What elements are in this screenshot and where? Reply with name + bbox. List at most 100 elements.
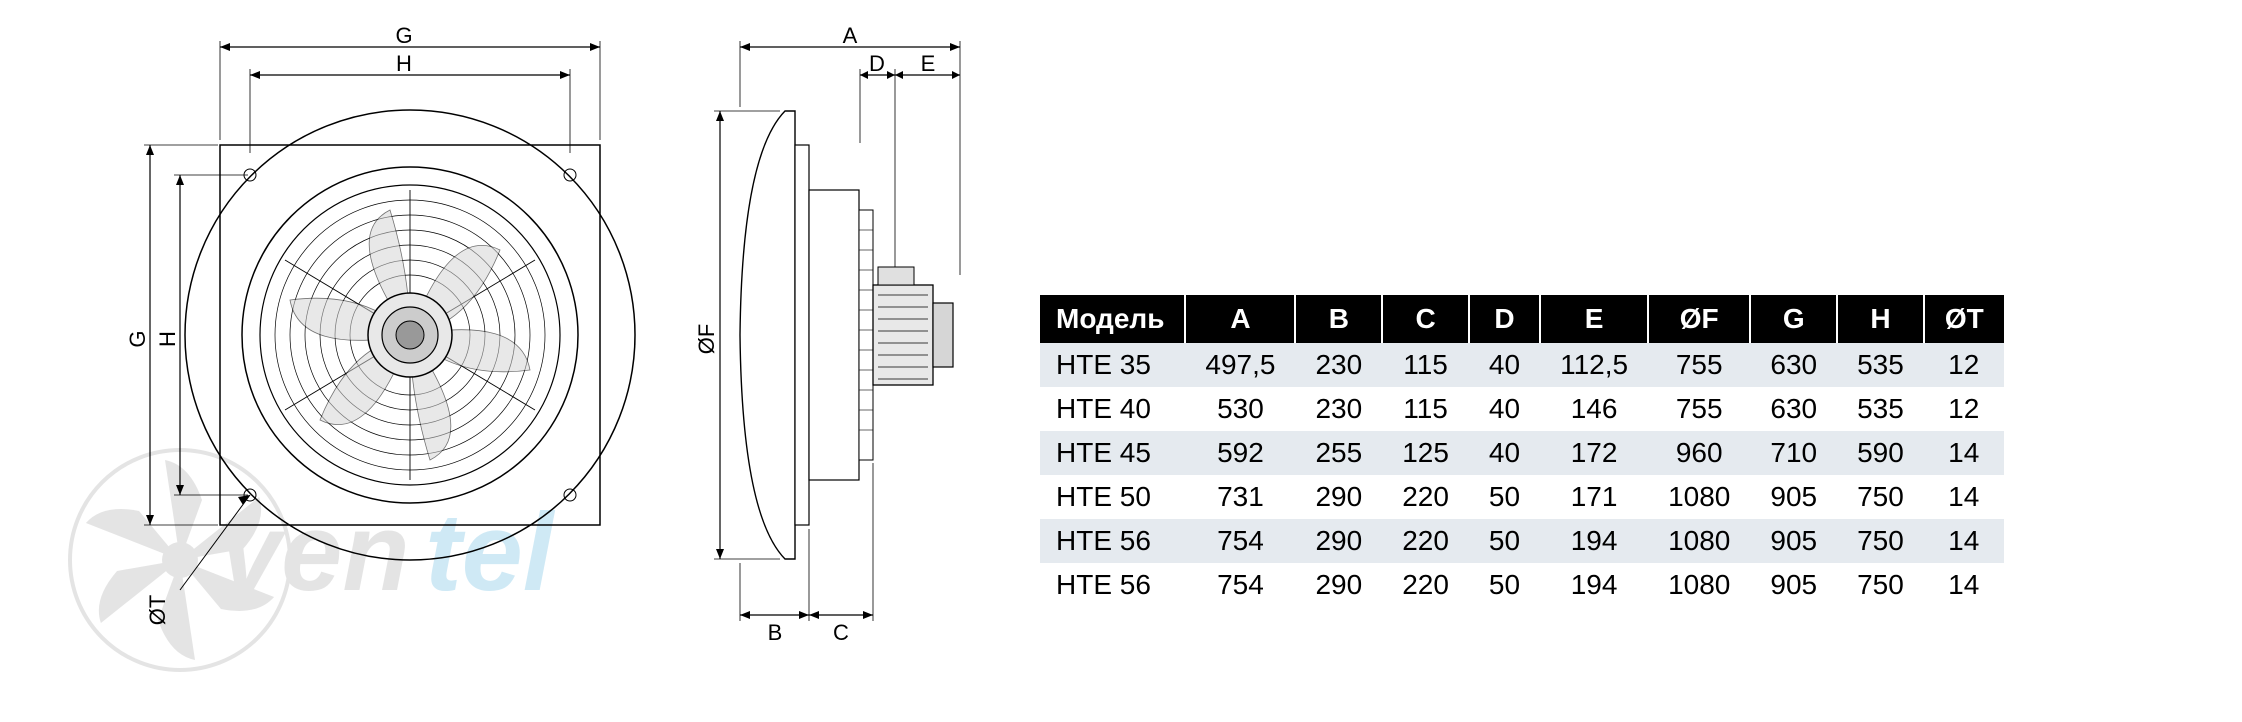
table-cell: 905 xyxy=(1750,519,1837,563)
label-G-left: G xyxy=(125,330,150,347)
table-cell: 230 xyxy=(1295,343,1382,387)
table-cell: 710 xyxy=(1750,431,1837,475)
table-cell: 630 xyxy=(1750,343,1837,387)
table-row: HTE 5073129022050171108090575014 xyxy=(1040,475,2004,519)
table-cell: HTE 56 xyxy=(1040,563,1185,607)
label-A: A xyxy=(843,23,858,48)
col-header: H xyxy=(1837,295,1924,343)
table-cell: 1080 xyxy=(1648,475,1750,519)
table-cell: 194 xyxy=(1540,563,1648,607)
table-cell: 14 xyxy=(1924,563,2004,607)
label-D: D xyxy=(869,51,885,76)
table-cell: 115 xyxy=(1382,387,1469,431)
table-cell: 14 xyxy=(1924,431,2004,475)
motor-body xyxy=(873,285,933,385)
label-C: C xyxy=(833,620,849,645)
table-cell: 960 xyxy=(1648,431,1750,475)
label-H-left: H xyxy=(155,331,180,347)
table-cell: 230 xyxy=(1295,387,1382,431)
cowl xyxy=(740,111,795,559)
table-cell: 115 xyxy=(1382,343,1469,387)
table-body: HTE 35497,523011540112,575563053512HTE 4… xyxy=(1040,343,2004,607)
table-cell: 50 xyxy=(1469,563,1540,607)
dim-E: E xyxy=(895,51,960,79)
table-cell: 590 xyxy=(1837,431,1924,475)
table-cell: 755 xyxy=(1648,343,1750,387)
dim-OT: ØT xyxy=(145,495,250,625)
table-cell: 40 xyxy=(1469,343,1540,387)
table-cell: 40 xyxy=(1469,431,1540,475)
table-cell: HTE 35 xyxy=(1040,343,1185,387)
table-cell: 40 xyxy=(1469,387,1540,431)
table-row: HTE 405302301154014675563053512 xyxy=(1040,387,2004,431)
dim-H-left: H xyxy=(155,175,248,495)
table-cell: 755 xyxy=(1648,387,1750,431)
table-header: МодельABCDEØFGHØT xyxy=(1040,295,2004,343)
table-cell: 50 xyxy=(1469,475,1540,519)
col-header: C xyxy=(1382,295,1469,343)
table-cell: 14 xyxy=(1924,475,2004,519)
dimensions-table: МодельABCDEØFGHØT HTE 35497,523011540112… xyxy=(1040,295,2004,607)
table-cell: HTE 40 xyxy=(1040,387,1185,431)
motor-box xyxy=(878,267,914,285)
table-cell: 172 xyxy=(1540,431,1648,475)
table-cell: 754 xyxy=(1185,563,1295,607)
table-row: HTE 5675429022050194108090575014 xyxy=(1040,563,2004,607)
table-cell: 630 xyxy=(1750,387,1837,431)
table-cell: HTE 45 xyxy=(1040,431,1185,475)
table-cell: 1080 xyxy=(1648,519,1750,563)
table-cell: 754 xyxy=(1185,519,1295,563)
label-B: B xyxy=(768,620,783,645)
table-cell: 12 xyxy=(1924,343,2004,387)
front-view-drawing: G H xyxy=(110,35,660,675)
table-cell: 255 xyxy=(1295,431,1382,475)
dim-C: C xyxy=(809,463,873,645)
table-cell: 146 xyxy=(1540,387,1648,431)
table-cell: 905 xyxy=(1750,563,1837,607)
table-cell: 50 xyxy=(1469,519,1540,563)
col-header: ØF xyxy=(1648,295,1750,343)
page-container: ven tel G xyxy=(0,0,2242,722)
table-cell: 530 xyxy=(1185,387,1295,431)
table-cell: 220 xyxy=(1382,519,1469,563)
diagram-area: ven tel G xyxy=(0,0,1000,722)
dimensions-table-area: МодельABCDEØFGHØT HTE 35497,523011540112… xyxy=(1040,295,2004,607)
table-cell: HTE 50 xyxy=(1040,475,1185,519)
table-cell: 220 xyxy=(1382,563,1469,607)
table-cell: 1080 xyxy=(1648,563,1750,607)
table-cell: 750 xyxy=(1837,563,1924,607)
table-cell: 12 xyxy=(1924,387,2004,431)
label-G-top: G xyxy=(395,23,412,48)
table-row: HTE 35497,523011540112,575563053512 xyxy=(1040,343,2004,387)
table-cell: 194 xyxy=(1540,519,1648,563)
col-header: Модель xyxy=(1040,295,1185,343)
table-row: HTE 5675429022050194108090575014 xyxy=(1040,519,2004,563)
hub-inner xyxy=(396,321,424,349)
col-header: B xyxy=(1295,295,1382,343)
label-E: E xyxy=(921,51,936,76)
col-header: G xyxy=(1750,295,1837,343)
col-header: A xyxy=(1185,295,1295,343)
col-header: ØT xyxy=(1924,295,2004,343)
plate-edge xyxy=(795,145,809,525)
table-cell: HTE 56 xyxy=(1040,519,1185,563)
grille-side xyxy=(859,210,873,460)
table-cell: 14 xyxy=(1924,519,2004,563)
label-H-top: H xyxy=(396,51,412,76)
table-cell: 592 xyxy=(1185,431,1295,475)
label-OT: ØT xyxy=(145,595,170,626)
motor-cap xyxy=(933,303,953,367)
col-header: D xyxy=(1469,295,1540,343)
col-header: E xyxy=(1540,295,1648,343)
table-cell: 220 xyxy=(1382,475,1469,519)
table-cell: 290 xyxy=(1295,563,1382,607)
table-cell: 905 xyxy=(1750,475,1837,519)
table-cell: 290 xyxy=(1295,519,1382,563)
side-view-drawing: A D E xyxy=(700,35,1000,675)
dim-H-top: H xyxy=(250,51,570,153)
table-row: HTE 455922551254017296071059014 xyxy=(1040,431,2004,475)
table-cell: 535 xyxy=(1837,343,1924,387)
throat xyxy=(809,190,859,480)
table-cell: 750 xyxy=(1837,519,1924,563)
label-OF: ØF xyxy=(694,324,719,355)
